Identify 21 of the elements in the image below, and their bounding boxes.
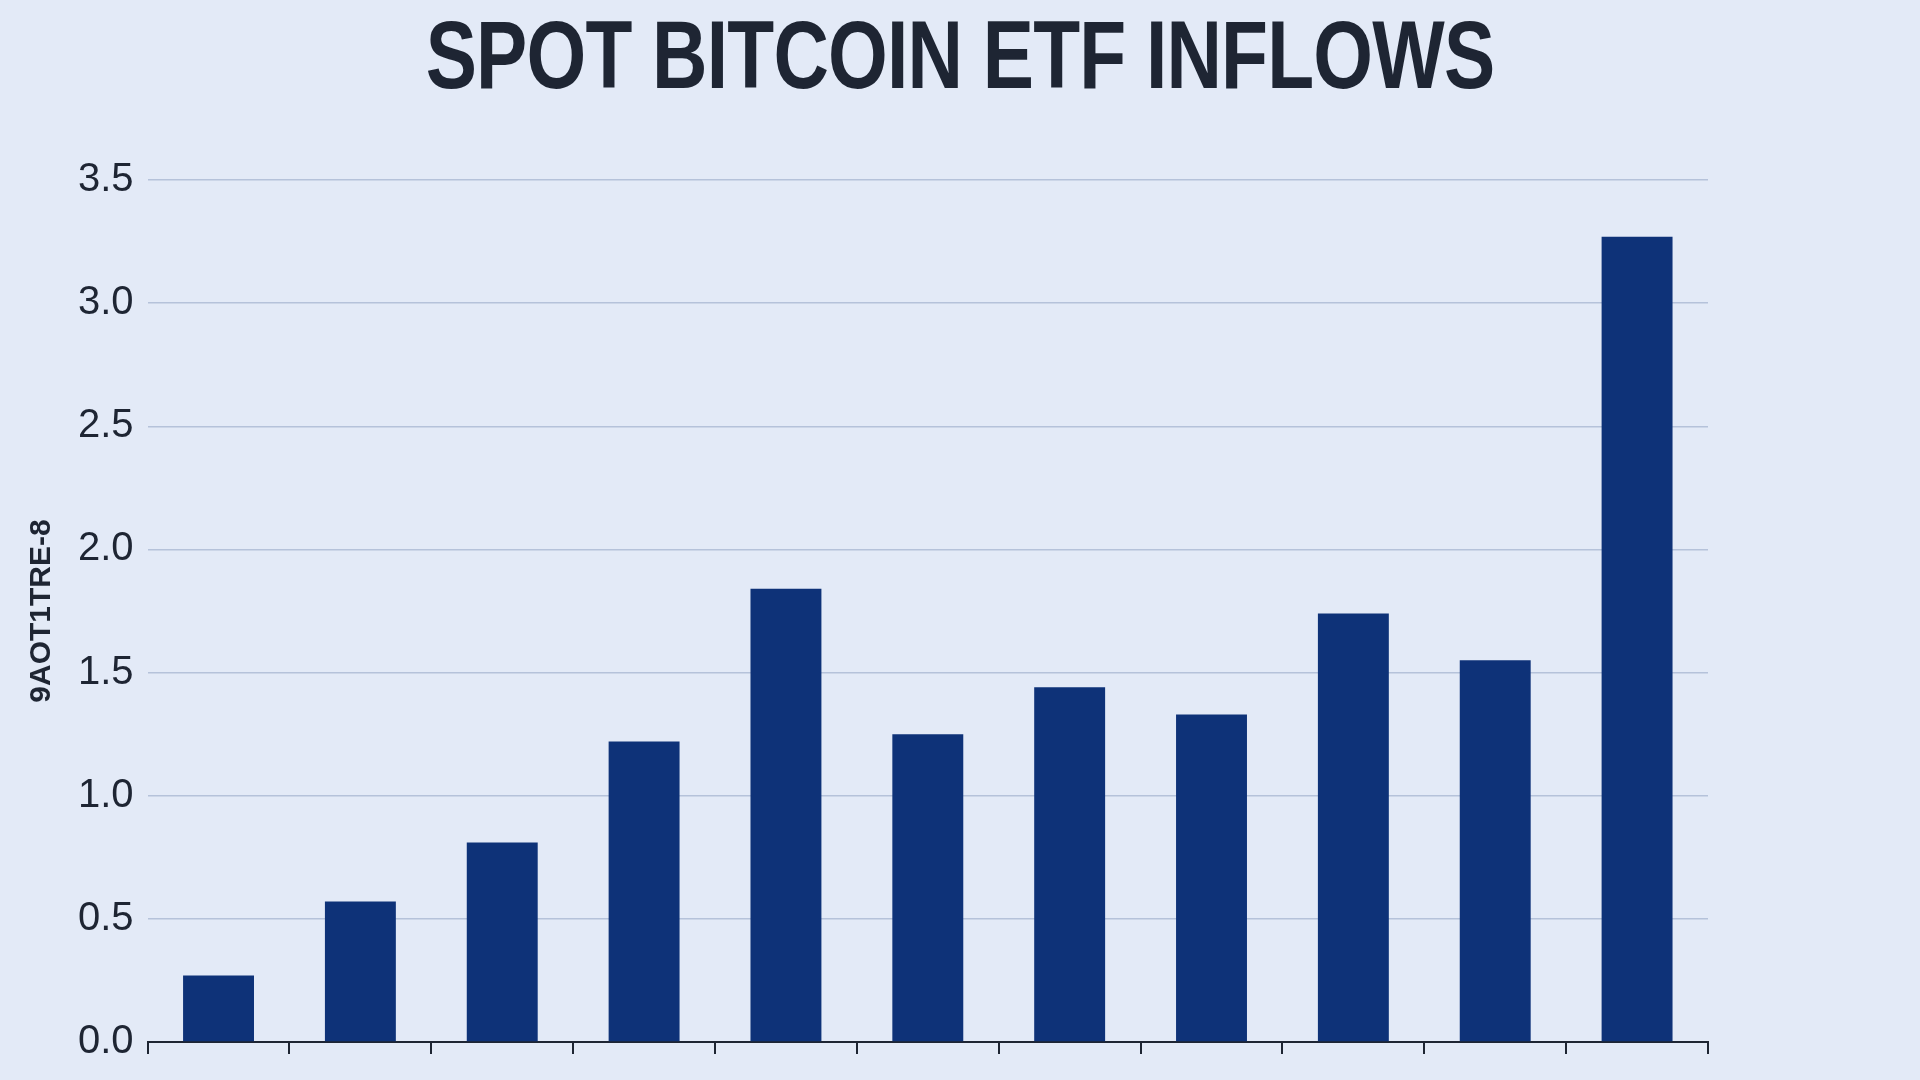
bar: [1459, 660, 1531, 1042]
y-tick-label: 1.5: [78, 647, 134, 692]
bar: [892, 734, 964, 1042]
y-tick-label: 0.5: [78, 893, 134, 938]
bar: [466, 842, 538, 1042]
bar: [1034, 687, 1106, 1042]
bar: [183, 975, 254, 1042]
y-tick-label: 3.5: [78, 155, 134, 200]
chart-title: SPOT BITCOIN ETF INFLOWS: [424, 0, 1496, 110]
bar: [608, 741, 680, 1042]
bar: [750, 588, 822, 1042]
y-tick-label: 3.0: [78, 278, 134, 323]
y-tick-label: 0.0: [78, 1017, 134, 1062]
y-tick-label: 1.0: [78, 770, 134, 815]
bar: [324, 901, 396, 1042]
bar: [1601, 236, 1673, 1042]
bar: [1176, 714, 1247, 1042]
y-tick-label: 2.5: [78, 401, 134, 446]
bar: [1317, 613, 1389, 1042]
y-axis-title: 9AOT1TRE-8: [23, 519, 57, 703]
y-tick-label: 2.0: [78, 524, 134, 569]
